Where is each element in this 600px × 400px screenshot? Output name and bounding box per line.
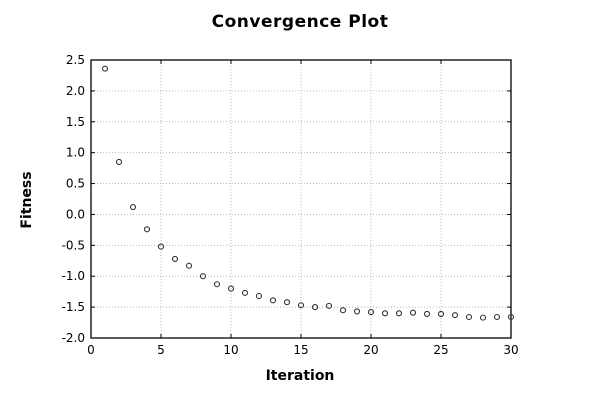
data-point-marker: [395, 310, 403, 317]
data-point-marker: [353, 308, 361, 315]
y-tick-label: -1.5: [62, 300, 85, 314]
data-point-marker: [213, 281, 221, 288]
data-point-marker: [227, 285, 235, 292]
data-point-marker: [437, 310, 445, 317]
data-point-marker: [255, 292, 263, 300]
data-point-marker: [493, 313, 501, 321]
grid-lines: [90, 59, 512, 339]
y-tick-label: -1.0: [62, 269, 85, 283]
data-point-marker: [283, 299, 291, 306]
plot-border: [90, 59, 512, 339]
x-tick-label: 20: [363, 343, 378, 357]
x-tick-label: 0: [87, 343, 95, 357]
data-point-marker: [465, 313, 473, 321]
data-point-marker: [129, 203, 137, 211]
data-point-marker: [409, 309, 417, 316]
y-tick-label: 0.0: [66, 207, 85, 221]
data-point-marker: [241, 289, 249, 296]
x-tick-label: 30: [503, 343, 518, 357]
data-point-marker: [507, 313, 515, 321]
data-point-marker: [115, 158, 123, 165]
data-point-marker: [311, 304, 319, 311]
data-point-marker: [143, 226, 151, 233]
data-point-marker: [451, 312, 459, 319]
data-point-marker: [157, 243, 165, 250]
y-tick-label: 2.0: [66, 84, 85, 98]
data-points: [101, 65, 515, 321]
y-tick-label: -0.5: [62, 238, 85, 252]
y-tick-label: 1.5: [66, 115, 85, 129]
x-tick-label: 25: [433, 343, 448, 357]
y-tick-label: -2.0: [62, 331, 85, 345]
x-tick-label: 15: [293, 343, 308, 357]
data-point-marker: [339, 307, 347, 314]
data-point-marker: [423, 310, 431, 317]
data-point-marker: [381, 310, 389, 317]
y-tick-label: 2.5: [66, 53, 85, 67]
y-tick-label: 1.0: [66, 146, 85, 160]
data-point-marker: [297, 302, 305, 309]
x-tick-label: 10: [223, 343, 238, 357]
x-tick-label: 5: [157, 343, 165, 357]
data-point-marker: [185, 262, 193, 269]
tick-labels: 0 5 10 15 20 25 30 -2.0 -1.5 -1.0 -0.5 0.0 0.5 1.0 1.5…: [62, 53, 519, 357]
data-point-marker: [199, 273, 207, 280]
data-point-marker: [171, 255, 179, 262]
data-point-marker: [367, 309, 375, 316]
y-tick-label: 0.5: [66, 177, 85, 191]
chart-title: Convergence Plot: [211, 12, 389, 32]
data-point-marker: [479, 314, 487, 321]
data-point-marker: [101, 65, 109, 72]
x-axis-label: Iteration: [265, 368, 335, 384]
data-point-marker: [325, 302, 333, 309]
data-point-marker: [269, 297, 277, 304]
